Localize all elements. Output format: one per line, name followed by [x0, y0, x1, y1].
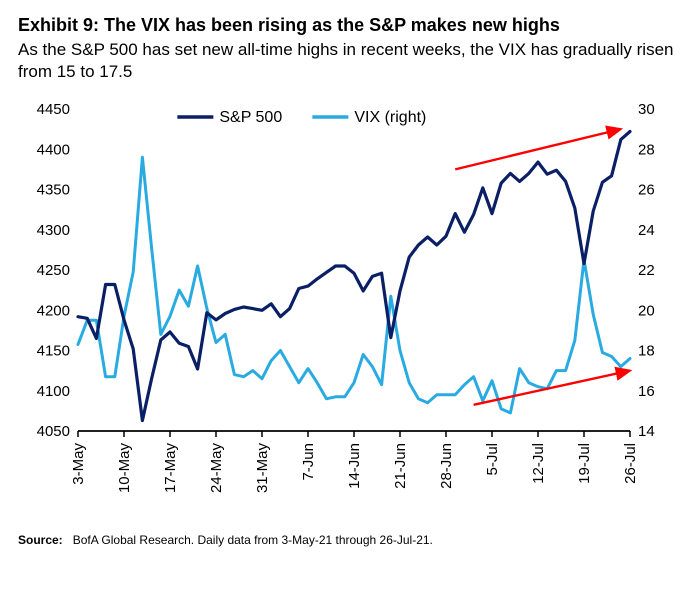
y-right-tick-label: 22 [638, 262, 655, 279]
x-tick-label: 19-Jul [576, 443, 593, 484]
trend-arrow-1 [474, 370, 630, 404]
y-right-tick-label: 26 [638, 181, 655, 198]
chart-svg: 4050 4100 4150 4200 4250 4300 4350 4400 4450 14 16… [22, 99, 678, 519]
y-right-tick-label: 30 [638, 101, 655, 118]
x-tick-label: 24-May [208, 442, 225, 493]
y-left-tick-label: 4250 [37, 262, 70, 279]
y-right-tick-label: 24 [638, 221, 655, 238]
y-left-tick-label: 4450 [37, 101, 70, 118]
x-tick-label: 10-May [116, 442, 133, 493]
exhibit-subtitle: As the S&P 500 has set new all-time high… [18, 39, 682, 83]
x-tick-label: 14-Jun [346, 443, 363, 489]
x-tick-label: 5-Jul [484, 443, 501, 476]
series-sp500 [78, 131, 630, 420]
y-right-tick-label: 20 [638, 302, 655, 319]
y-left-tick-label: 4050 [37, 423, 70, 440]
x-tick-label: 31-May [254, 442, 271, 493]
y-right-tick-label: 28 [638, 141, 655, 158]
x-tick-label: 7-Jun [300, 443, 317, 481]
source-line: Source: BofA Global Research. Daily data… [18, 533, 682, 547]
y-left-tick-label: 4100 [37, 382, 70, 399]
x-tick-label: 17-May [162, 442, 179, 493]
x-tick-label: 21-Jun [392, 443, 409, 489]
y-left-tick-label: 4400 [37, 141, 70, 158]
y-right-tick-label: 18 [638, 342, 655, 359]
chart-container: 4050 4100 4150 4200 4250 4300 4350 4400 4450 14 16… [22, 99, 678, 519]
y-left-tick-label: 4200 [37, 302, 70, 319]
x-tick-label: 3-May [70, 442, 87, 484]
legend-label: S&P 500 [219, 109, 282, 126]
exhibit-title: Exhibit 9: The VIX has been rising as th… [18, 14, 682, 37]
source-label: Source: [18, 533, 63, 547]
x-tick-label: 28-Jun [438, 443, 455, 489]
y-right-tick-label: 14 [638, 423, 655, 440]
x-tick-label: 26-Jul [622, 443, 639, 484]
source-text: BofA Global Research. Daily data from 3-… [73, 533, 433, 547]
y-left-tick-label: 4300 [37, 221, 70, 238]
legend-label: VIX (right) [354, 109, 426, 126]
y-left-tick-label: 4150 [37, 342, 70, 359]
y-left-tick-label: 4350 [37, 181, 70, 198]
x-tick-label: 12-Jul [530, 443, 547, 484]
series-vix [78, 157, 630, 413]
y-right-tick-label: 16 [638, 382, 655, 399]
